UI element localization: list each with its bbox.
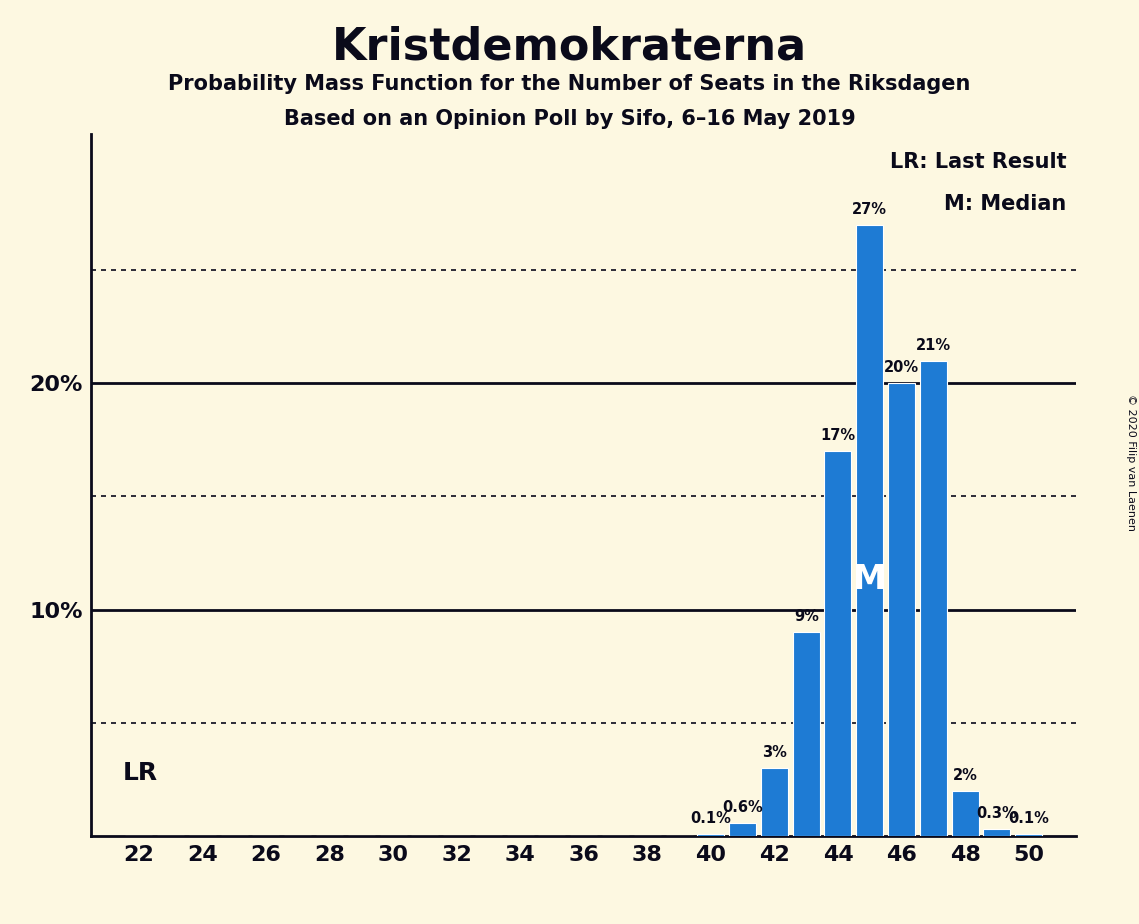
Text: 3%: 3%	[762, 746, 787, 760]
Bar	[983, 830, 1010, 836]
Bar	[1015, 834, 1042, 836]
Text: 21%: 21%	[916, 337, 951, 353]
Bar	[729, 822, 756, 836]
Bar	[697, 834, 724, 836]
Bar	[857, 225, 883, 836]
Text: Probability Mass Function for the Number of Seats in the Riksdagen: Probability Mass Function for the Number…	[169, 74, 970, 94]
Text: Based on an Opinion Poll by Sifo, 6–16 May 2019: Based on an Opinion Poll by Sifo, 6–16 M…	[284, 109, 855, 129]
Text: 0.1%: 0.1%	[690, 811, 731, 826]
Text: 20%: 20%	[884, 360, 919, 375]
Bar	[825, 451, 852, 836]
Text: 17%: 17%	[820, 428, 855, 444]
Text: M: Median: M: Median	[944, 194, 1066, 213]
Text: 0.6%: 0.6%	[722, 799, 763, 815]
Text: 27%: 27%	[852, 201, 887, 216]
Text: 0.3%: 0.3%	[976, 807, 1017, 821]
Bar	[761, 768, 788, 836]
Bar	[951, 791, 978, 836]
Text: 2%: 2%	[952, 768, 977, 783]
Text: 9%: 9%	[794, 610, 819, 625]
Bar	[888, 383, 915, 836]
Text: LR: LR	[123, 760, 158, 784]
Text: 0.1%: 0.1%	[1008, 811, 1049, 826]
Bar	[920, 360, 947, 836]
Text: M: M	[853, 563, 886, 596]
Text: LR: Last Result: LR: Last Result	[890, 152, 1066, 172]
Bar	[793, 632, 820, 836]
Text: © 2020 Filip van Laenen: © 2020 Filip van Laenen	[1126, 394, 1136, 530]
Text: Kristdemokraterna: Kristdemokraterna	[331, 26, 808, 69]
